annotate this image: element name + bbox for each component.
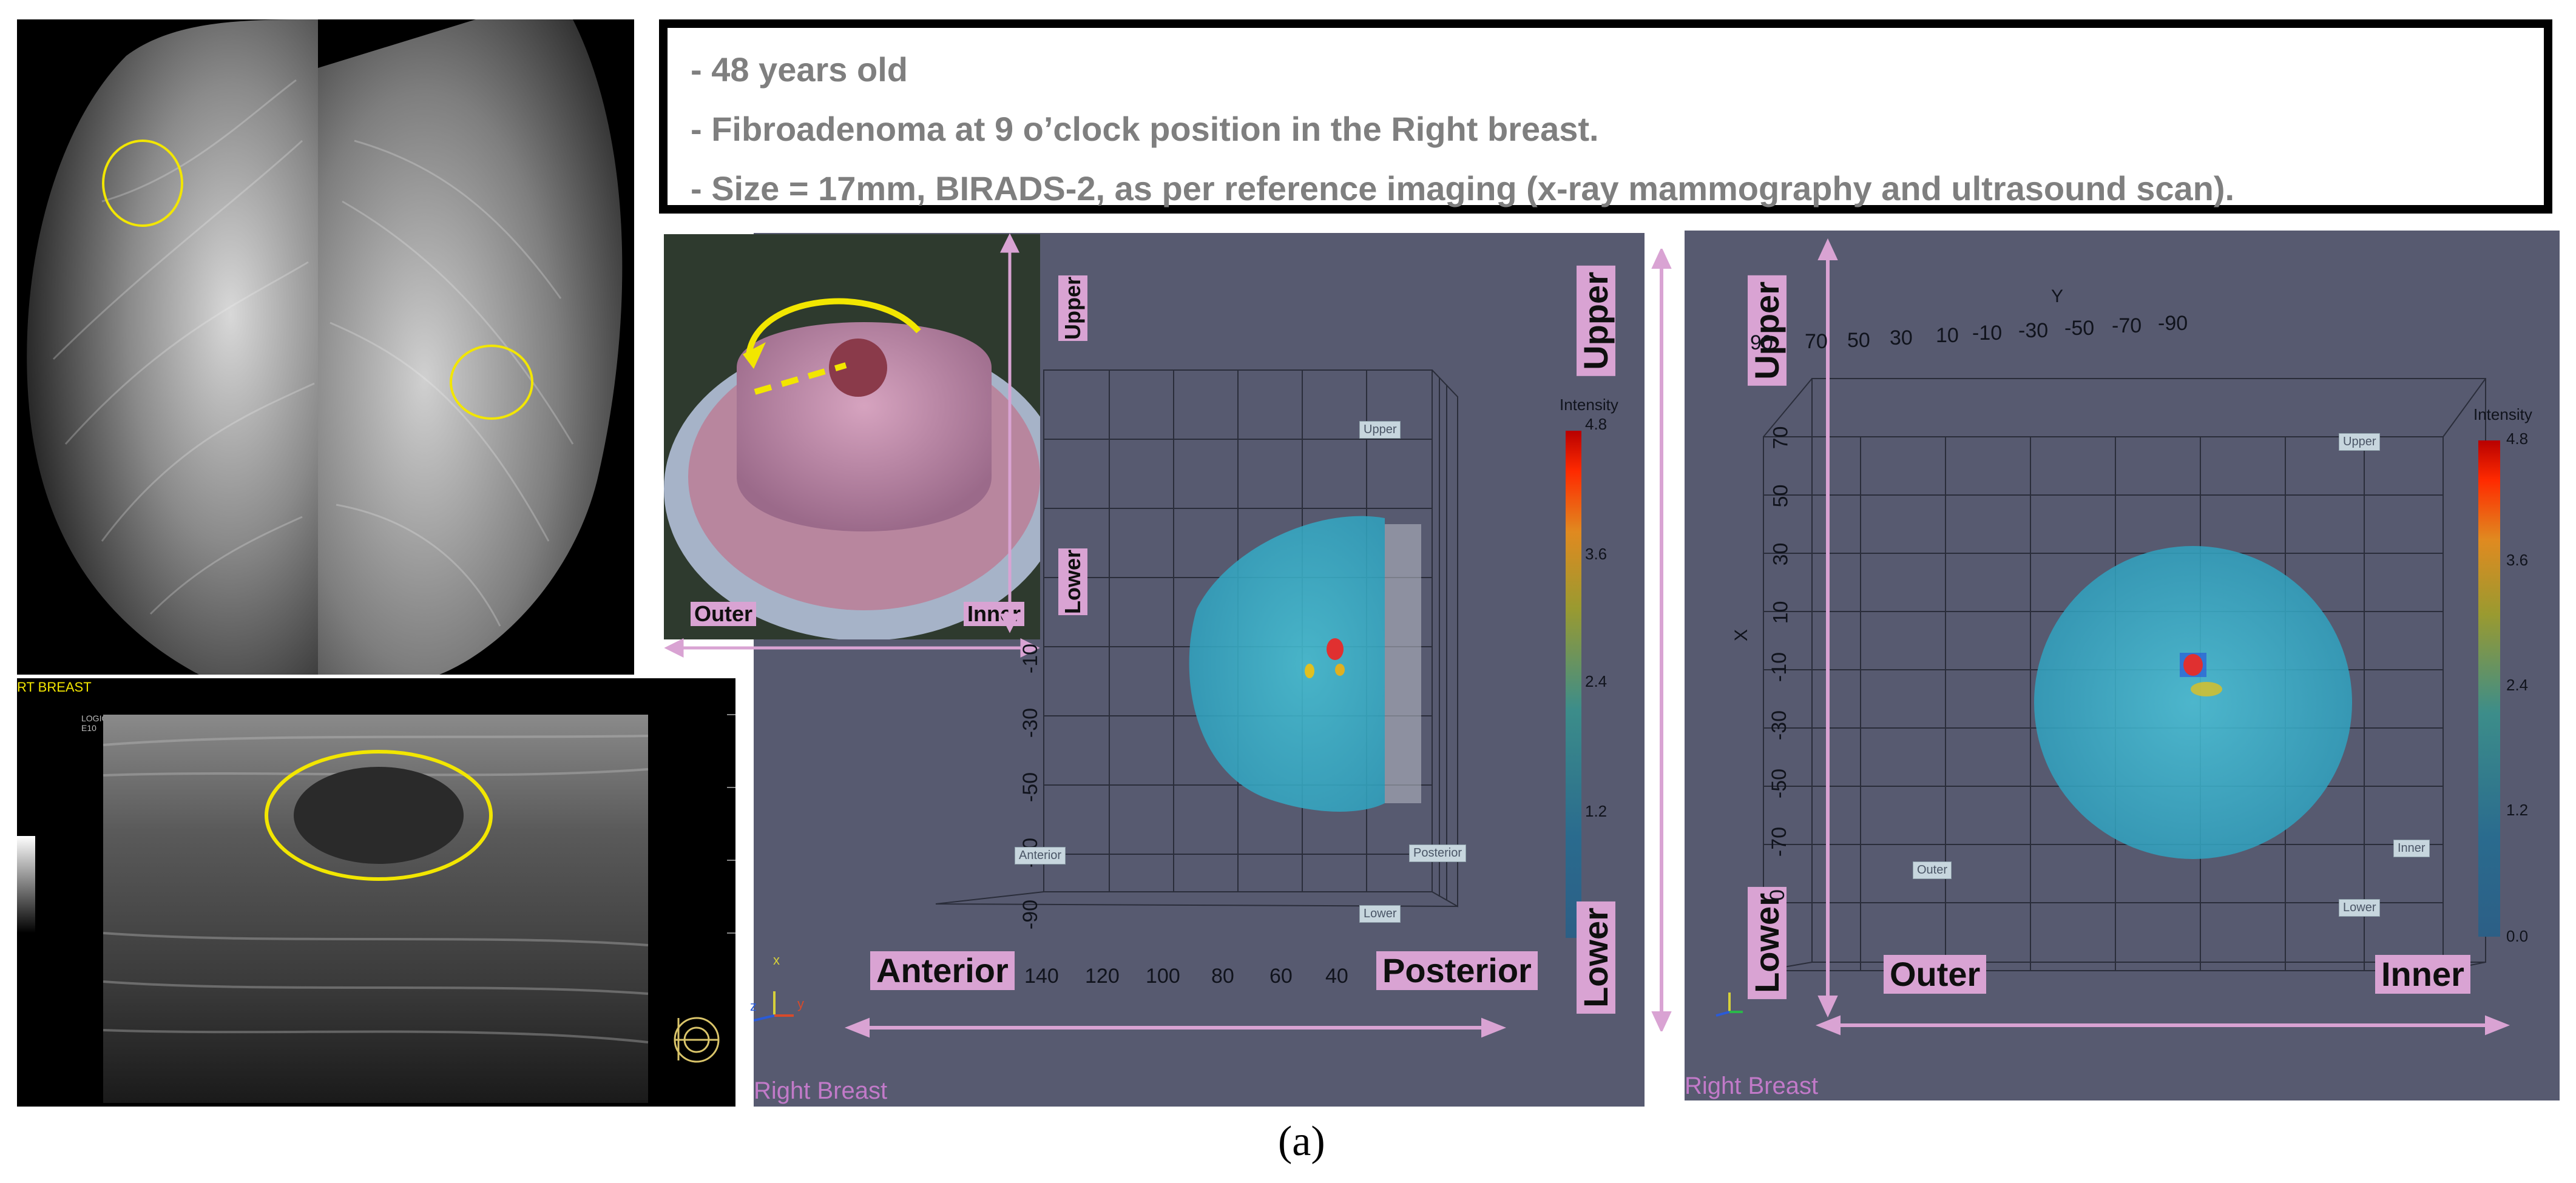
view2-y-axis-title: Y bbox=[2051, 286, 2064, 306]
view2-outer-label: Outer bbox=[1884, 955, 1987, 994]
view1-axis-y-letter: y bbox=[797, 996, 804, 1011]
view1-vertical-arrow bbox=[1651, 249, 1672, 1031]
view1-arrows bbox=[844, 1017, 1507, 1038]
nipple-icon bbox=[829, 339, 887, 397]
view2-tag-outer: Outer bbox=[1913, 861, 1952, 879]
view2-upper-label: Upper bbox=[1748, 275, 1787, 386]
view1-upper-label: Upper bbox=[1577, 266, 1615, 376]
view1-axes-triad bbox=[754, 991, 794, 1022]
view2-ytick: 70 bbox=[1805, 330, 1828, 353]
view1-xtick: 40 bbox=[1325, 965, 1348, 988]
view1-xtick: 60 bbox=[1269, 965, 1293, 988]
ultrasound-image: RT BREAST LOGIQ E10 bbox=[17, 678, 735, 1107]
view2-colorbar-tick: 3.6 bbox=[2506, 551, 2529, 569]
view2-ytick: 90 bbox=[1750, 331, 1773, 354]
view2-breast-volume bbox=[2034, 546, 2352, 859]
probe-position-icon bbox=[674, 1017, 720, 1063]
view-lateral-panel: Upper Lower Outer Inner -10 -30 -50 -70 … bbox=[664, 233, 1645, 1107]
mammogram-mlo-image bbox=[318, 19, 634, 675]
view2-colorbar-title: Intensity bbox=[2473, 405, 2532, 423]
view1-posterior-label: Posterior bbox=[1376, 951, 1538, 990]
view2-tag-inner: Inner bbox=[2393, 840, 2430, 857]
view2-ytick: 10 bbox=[1936, 324, 1959, 347]
view1-colorbar-title: Intensity bbox=[1560, 396, 1618, 414]
view2-ytick: 50 bbox=[1847, 329, 1870, 352]
inset-arrows bbox=[664, 233, 1040, 658]
view1-colorbar bbox=[1566, 431, 1581, 938]
view2-ytick: -90 bbox=[2158, 312, 2188, 335]
view2-xtick: 50 bbox=[1769, 484, 1793, 508]
view2-ytick: -50 bbox=[2064, 317, 2095, 340]
view2-inner-label: Inner bbox=[2375, 955, 2470, 994]
view2-ytick: 30 bbox=[1890, 326, 1913, 349]
view2-colorbar-tick: 4.8 bbox=[2506, 430, 2529, 448]
view1-xtick: 100 bbox=[1146, 965, 1180, 988]
view2-xtick: 10 bbox=[1769, 601, 1793, 624]
inset-outer-label: Outer bbox=[691, 602, 757, 626]
view1-colorbar-tick: 1.2 bbox=[1585, 802, 1607, 820]
view1-ytick: -50 bbox=[1019, 772, 1043, 803]
view1-colorbar-tick: 2.4 bbox=[1585, 672, 1607, 690]
breast-photo-shape bbox=[737, 322, 992, 531]
view1-axis-x-letter: x bbox=[773, 952, 780, 968]
view2-xtick: -70 bbox=[1768, 826, 1791, 857]
info-size: - Size = 17mm, BIRADS-2, as per referenc… bbox=[691, 169, 2235, 207]
view1-tag-anterior: Anterior bbox=[1015, 847, 1066, 864]
patient-info-box: - 48 years old - Fibroadenoma at 9 o’clo… bbox=[659, 19, 2552, 214]
view2-xtick: 70 bbox=[1769, 426, 1793, 450]
view1-lesion-hotspot bbox=[1327, 638, 1344, 660]
view2-tag-upper: Upper bbox=[2339, 433, 2381, 451]
view1-ytick: -90 bbox=[1019, 899, 1043, 930]
view2-tag-lower: Lower bbox=[2339, 899, 2381, 917]
view2-footer: Right Breast bbox=[1685, 1073, 1819, 1099]
mammogram-cc-image bbox=[17, 19, 318, 675]
view2-lesion-hotspot bbox=[2183, 654, 2203, 676]
view2-colorbar bbox=[2478, 440, 2500, 937]
view2-xtick: 30 bbox=[1769, 542, 1793, 566]
view2-lower-label: Lower bbox=[1748, 887, 1787, 999]
view1-colorbar-tick: 3.6 bbox=[1585, 545, 1607, 563]
view1-xtick: 140 bbox=[1024, 965, 1059, 988]
info-diagnosis: - Fibroadenoma at 9 o’clock position in … bbox=[691, 110, 1599, 148]
view2-colorbar-tick: 2.4 bbox=[2506, 676, 2529, 694]
rotation-arrow-icon bbox=[746, 298, 921, 356]
view1-xtick: 120 bbox=[1085, 965, 1120, 988]
view1-colorbar-tick: 4.8 bbox=[1585, 415, 1607, 433]
view1-anterior-label: Anterior bbox=[870, 951, 1015, 990]
view2-colorbar-tick: 0.0 bbox=[2506, 927, 2529, 945]
view2-ytick: -10 bbox=[1972, 322, 2003, 345]
view1-breast-volume bbox=[1189, 516, 1385, 812]
view2-ytick: -70 bbox=[2112, 314, 2142, 337]
view1-lower-label: Lower bbox=[1577, 902, 1615, 1014]
info-age: - 48 years old bbox=[691, 50, 908, 89]
view1-ytick: -10 bbox=[1019, 643, 1043, 674]
mammogram-cc-lesion-circle bbox=[102, 140, 183, 227]
view2-xtick: -10 bbox=[1768, 652, 1791, 682]
view2-axes-triad bbox=[1716, 993, 1743, 1017]
view-frontal-panel: Upper Lower Outer Inner Upper Lower Oute… bbox=[1685, 231, 2560, 1100]
ultrasound-side-label: RT BREAST bbox=[17, 679, 92, 695]
view1-axis-z-letter: z bbox=[750, 999, 757, 1014]
mammogram-mlo-lesion-circle bbox=[450, 345, 533, 420]
view1-tag-lower: Lower bbox=[1359, 905, 1401, 923]
view2-ytick: -30 bbox=[2018, 319, 2049, 342]
view1-tag-posterior: Posterior bbox=[1409, 844, 1467, 862]
view1-ytick: -30 bbox=[1019, 707, 1043, 738]
view2-arrows bbox=[1815, 238, 2510, 1036]
view2-xtick: -50 bbox=[1768, 768, 1791, 799]
view2-xtick: -30 bbox=[1768, 710, 1791, 741]
figure-caption: (a) bbox=[1278, 1118, 1325, 1165]
view2-colorbar-tick: 1.2 bbox=[2506, 801, 2529, 819]
ultrasound-grayscale-bar bbox=[17, 836, 35, 933]
nine-oclock-line bbox=[754, 362, 847, 395]
view1-footer: Right Breast bbox=[754, 1077, 888, 1104]
breast-photo-inset bbox=[664, 234, 1040, 639]
view2-x-axis-title: X bbox=[1731, 629, 1752, 642]
view1-tag-upper: Upper bbox=[1359, 421, 1401, 439]
view2-xtick: 0 bbox=[1765, 889, 1789, 901]
ultrasound-lesion-circle bbox=[265, 750, 493, 881]
view1-xtick: 80 bbox=[1211, 965, 1234, 988]
